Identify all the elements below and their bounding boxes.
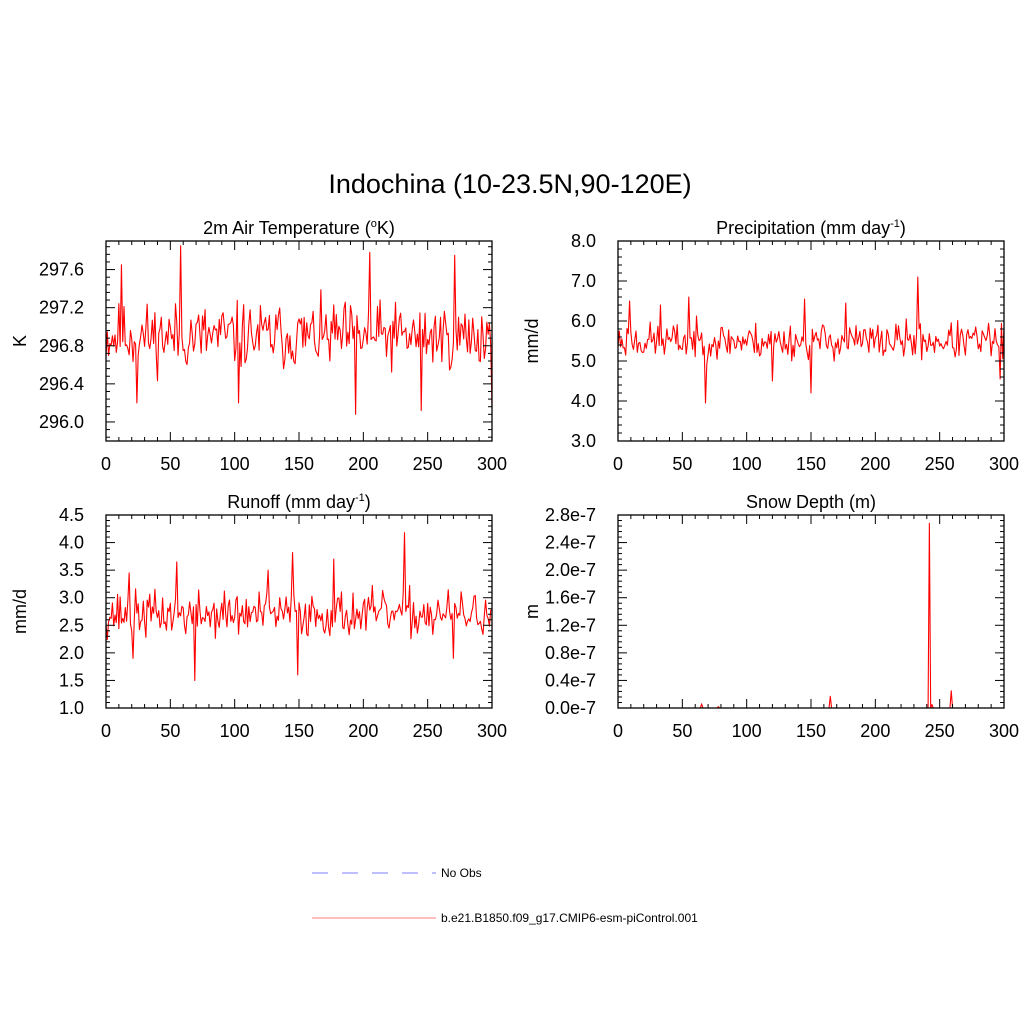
x-tick-label: 150 — [284, 454, 314, 474]
y-tick-label: 2.0 — [59, 643, 84, 663]
y-tick-label: 297.2 — [39, 298, 84, 318]
y-tick-label: 1.5 — [59, 670, 84, 690]
x-tick-label: 0 — [101, 721, 111, 741]
plot-frame — [617, 514, 1005, 709]
panel-title: Precipitation (mm day-1) — [716, 218, 906, 238]
x-tick-label: 150 — [796, 721, 826, 741]
y-tick-label: 2.0e-7 — [545, 560, 596, 580]
x-tick-label: 200 — [860, 454, 890, 474]
series-line — [617, 276, 1005, 404]
legend-label-no-obs: No Obs — [441, 866, 482, 880]
y-tick-label: 4.5 — [59, 505, 84, 525]
y-tick-label: 296.8 — [39, 336, 84, 356]
panel-runoff: Runoff (mm day-1) mm/d 0 50 100 150 200 250 300 1… — [10, 492, 507, 741]
panel-snow-depth: Snow Depth (m) m 0 50 100 150 200 250 300 0.0e-7 0… — [522, 492, 1019, 741]
panel-title: Runoff (mm day-1) — [227, 492, 371, 512]
y-tick-label: 2.4e-7 — [545, 533, 596, 553]
panel-title-main: Precipitation (mm day — [716, 218, 890, 238]
y-axis-label: mm/d — [10, 589, 30, 634]
panel-title-main: Runoff (mm day — [227, 492, 355, 512]
legend-label-model: b.e21.B1850.f09_g17.CMIP6-esm-piControl.… — [441, 911, 698, 925]
y-tick-label: 1.0 — [59, 698, 84, 718]
y-tick-label: 0.0e-7 — [545, 698, 596, 718]
panel-title-sup: -1 — [890, 218, 900, 230]
series-line — [105, 245, 493, 415]
y-tick-label: 297.6 — [39, 260, 84, 280]
x-tick-label: 0 — [101, 454, 111, 474]
x-tick-label: 50 — [672, 454, 692, 474]
panel-title: 2m Air Temperature (oK) — [203, 218, 395, 238]
x-tick-label: 50 — [672, 721, 692, 741]
y-tick-label: 296.4 — [39, 374, 84, 394]
panel-title-sup: o — [371, 218, 377, 230]
y-axis-label: K — [10, 335, 30, 347]
x-tick-label: 150 — [284, 721, 314, 741]
panel-title-main: Snow Depth (m) — [746, 492, 876, 512]
x-tick-label: 200 — [860, 721, 890, 741]
x-tick-label: 150 — [796, 454, 826, 474]
figure-title: Indochina (10-23.5N,90-120E) — [328, 169, 691, 199]
x-tick-label: 0 — [613, 454, 623, 474]
panel-air-temperature: 2m Air Temperature (oK) K 0 50 100 150 200 250 3… — [10, 218, 507, 474]
x-tick-label: 100 — [732, 454, 762, 474]
y-tick-label: 3.0 — [59, 588, 84, 608]
y-tick-label: 6.0 — [571, 311, 596, 331]
x-tick-label: 250 — [925, 721, 955, 741]
x-tick-label: 50 — [160, 454, 180, 474]
x-tick-label: 100 — [220, 454, 250, 474]
x-tick-label: 300 — [989, 721, 1019, 741]
series-line — [105, 532, 493, 681]
y-tick-label: 4.0 — [571, 391, 596, 411]
y-tick-label: 0.4e-7 — [545, 670, 596, 690]
y-axis-label: mm/d — [522, 319, 542, 364]
x-tick-label: 250 — [413, 454, 443, 474]
y-tick-label: 4.0 — [59, 533, 84, 553]
series-line — [618, 522, 1004, 709]
x-tick-label: 300 — [989, 454, 1019, 474]
x-tick-label: 250 — [413, 721, 443, 741]
x-tick-label: 200 — [348, 721, 378, 741]
y-axis-label: m — [522, 604, 542, 619]
x-tick-label: 250 — [925, 454, 955, 474]
x-tick-label: 100 — [732, 721, 762, 741]
y-tick-label: 296.0 — [39, 412, 84, 432]
x-tick-label: 100 — [220, 721, 250, 741]
y-tick-label: 5.0 — [571, 351, 596, 371]
y-tick-label: 2.5 — [59, 615, 84, 635]
panel-title-tail: K) — [377, 218, 395, 238]
panel-title-sup: -1 — [355, 492, 365, 504]
y-tick-label: 0.8e-7 — [545, 643, 596, 663]
x-tick-label: 300 — [477, 721, 507, 741]
panel-title-main: 2m Air Temperature ( — [203, 218, 371, 238]
x-tick-label: 300 — [477, 454, 507, 474]
y-tick-label: 3.5 — [59, 560, 84, 580]
y-tick-label: 7.0 — [571, 271, 596, 291]
panel-precipitation: Precipitation (mm day-1) mm/d 0 50 100 150 200… — [522, 218, 1019, 474]
y-tick-label: 3.0 — [571, 431, 596, 451]
y-tick-label: 8.0 — [571, 231, 596, 251]
y-tick-label: 2.8e-7 — [545, 505, 596, 525]
panel-title-tail: ) — [365, 492, 371, 512]
legend: No Obs b.e21.B1850.f09_g17.CMIP6-esm-piC… — [312, 866, 698, 925]
panel-title-tail: ) — [900, 218, 906, 238]
y-tick-label: 1.2e-7 — [545, 615, 596, 635]
x-tick-label: 200 — [348, 454, 378, 474]
x-tick-label: 50 — [160, 721, 180, 741]
panel-title: Snow Depth (m) — [746, 492, 876, 512]
y-tick-label: 1.6e-7 — [545, 588, 596, 608]
x-tick-label: 0 — [613, 721, 623, 741]
